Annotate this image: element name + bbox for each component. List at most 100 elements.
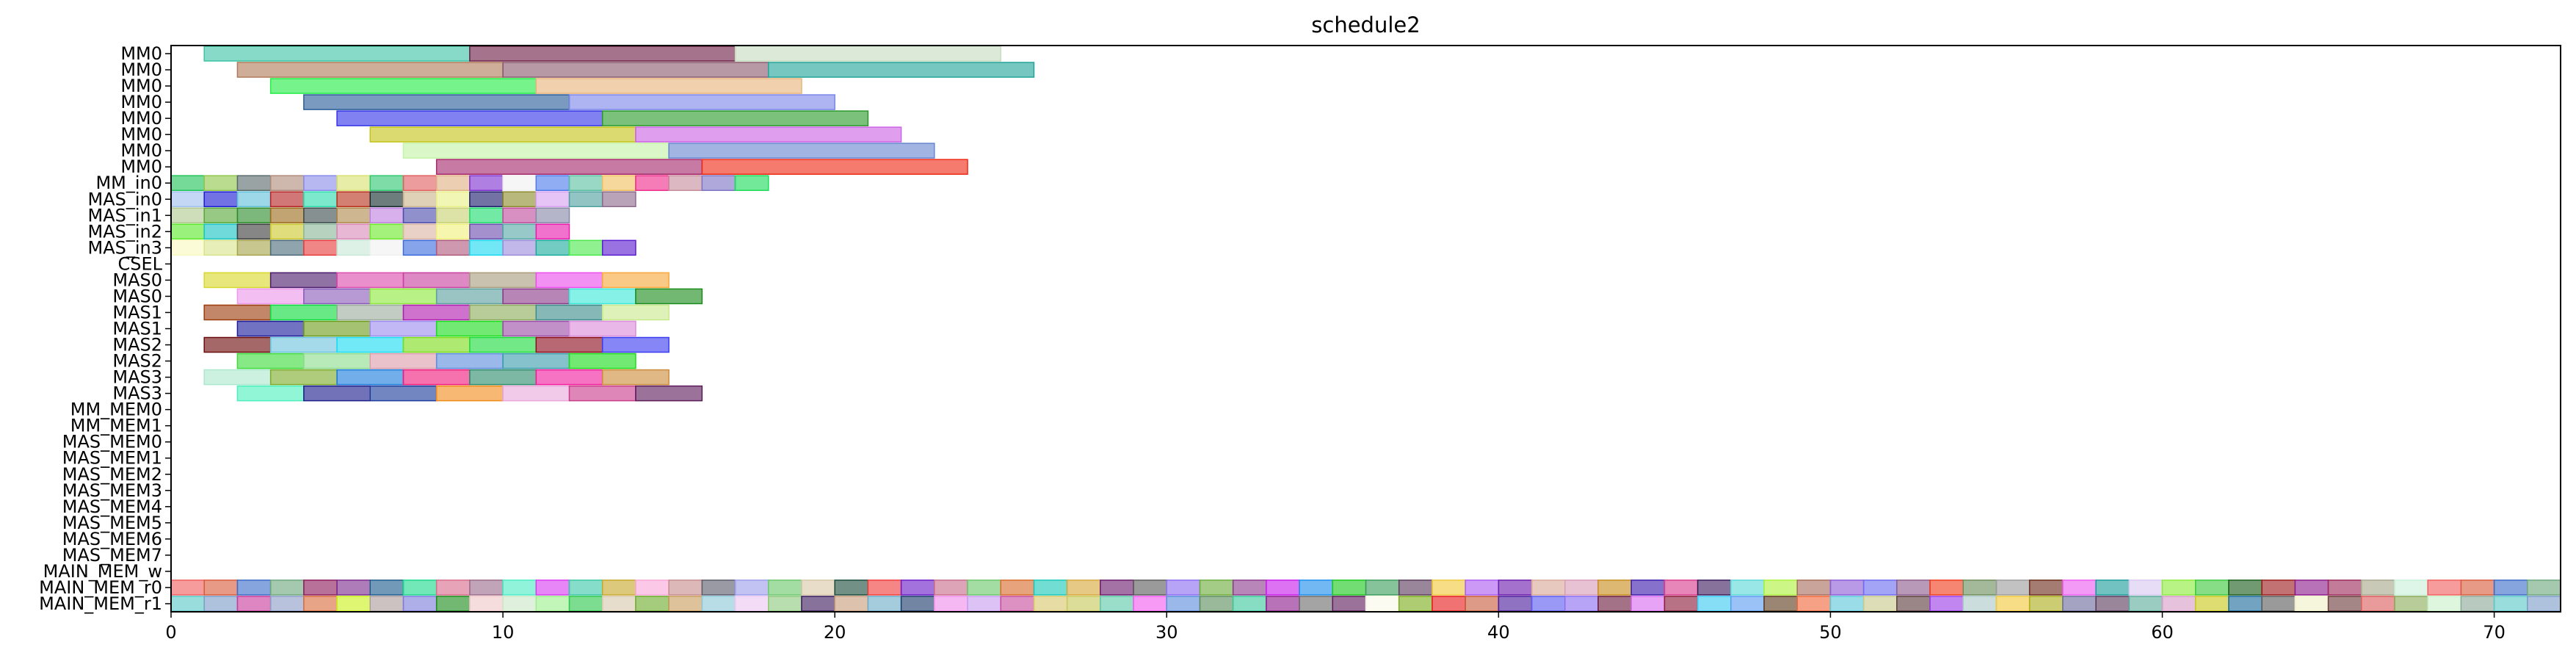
bar-segment-mas-in1-5 (336, 207, 371, 224)
bar-segment-mas0-1 (269, 272, 338, 289)
bar-segment-mas-in3-2 (236, 239, 272, 256)
bar-segment-main-mem-r1-40 (1498, 596, 1533, 612)
bar-segment-mas-in1-9 (469, 207, 504, 224)
bar-segment-main-mem-r0-63 (2261, 579, 2296, 596)
bar-segment-mas2-3 (435, 353, 504, 369)
bar-segment-mm0-0 (303, 94, 570, 110)
bar-segment-mas-in1-3 (269, 207, 305, 224)
bar-segment-mas2-0 (236, 353, 305, 369)
bar-segment-mas2-3 (402, 336, 471, 353)
bar-segment-main-mem-r0-2 (236, 579, 272, 596)
bar-segment-main-mem-r1-5 (336, 596, 371, 612)
bar-segment-mm0-0 (203, 46, 471, 62)
bar-segment-main-mem-r0-28 (1100, 579, 1134, 596)
y-tick-label: MAS_MEM6 (62, 529, 162, 549)
y-tick-label: MM0 (120, 76, 162, 96)
bar-segment-mas0-4 (502, 288, 570, 305)
bar-segment-main-mem-r1-46 (1697, 596, 1732, 612)
bar-segment-main-mem-r0-59 (2128, 579, 2163, 596)
bar-segment-main-mem-r0-8 (435, 579, 471, 596)
bar-segment-main-mem-r1-31 (1199, 596, 1234, 612)
bar-segment-mas2-4 (469, 336, 537, 353)
bar-segment-main-mem-r1-34 (1299, 596, 1334, 612)
bar-segment-main-mem-r0-56 (2028, 579, 2064, 596)
bar-segment-mas-in3-1 (203, 239, 239, 256)
bar-segment-main-mem-r0-18 (768, 579, 802, 596)
bar-segment-main-mem-r0-49 (1796, 579, 1832, 596)
bar-segment-mas-in1-7 (402, 207, 438, 224)
bar-segment-main-mem-r0-16 (701, 579, 736, 596)
bar-segment-mas3-3 (402, 369, 471, 386)
bar-segment-main-mem-r1-32 (1232, 596, 1267, 612)
bar-segment-main-mem-r1-20 (834, 596, 869, 612)
bar-segment-mas3-6 (601, 369, 670, 386)
bar-segment-main-mem-r1-49 (1796, 596, 1832, 612)
x-tick-label: 30 (1155, 622, 1178, 643)
bar-segment-main-mem-r0-42 (1564, 579, 1599, 596)
bar-segment-mas-in2-3 (269, 223, 305, 240)
bar-segment-mm0-0 (236, 62, 504, 78)
bar-segment-mas3-2 (336, 369, 404, 386)
y-tick-label: MM_in0 (95, 173, 162, 193)
x-tick-label: 50 (1819, 622, 1842, 643)
bar-segment-main-mem-r1-71 (2527, 596, 2561, 612)
bar-segment-mas-in2-9 (469, 223, 504, 240)
bar-segment-main-mem-r1-22 (900, 596, 935, 612)
bar-segment-mas2-2 (336, 336, 404, 353)
bar-segment-main-mem-r0-22 (900, 579, 935, 596)
y-tick-label: CSEL (117, 253, 162, 274)
bar-segment-main-mem-r0-25 (1000, 579, 1035, 596)
y-tick-label: MAS1 (112, 302, 162, 322)
bar-segment-main-mem-r1-55 (1995, 596, 2031, 612)
bar-segment-main-mem-r1-48 (1763, 596, 1798, 612)
bar-segment-main-mem-r0-39 (1465, 579, 1500, 596)
bar-segment-main-mem-r1-15 (668, 596, 703, 612)
bar-segment-mas-in3-4 (303, 239, 338, 256)
y-tick-label: MAS0 (112, 286, 162, 306)
bar-segment-main-mem-r0-23 (934, 579, 968, 596)
bar-segment-mas3-3 (435, 385, 504, 402)
bar-segment-mm-in0-8 (435, 175, 471, 192)
bar-segment-mas-in1-6 (369, 207, 404, 224)
bar-segment-mas-in0-0 (170, 191, 205, 208)
bar-segment-main-mem-r0-26 (1033, 579, 1068, 596)
bar-segment-mas-in3-3 (269, 239, 305, 256)
bar-segment-mas-in3-11 (535, 239, 570, 256)
bar-segment-main-mem-r1-64 (2294, 596, 2329, 612)
bar-segment-main-mem-r0-51 (1862, 579, 1898, 596)
bar-segment-main-mem-r1-58 (2095, 596, 2130, 612)
bar-segment-main-mem-r1-43 (1597, 596, 1632, 612)
bar-segment-main-mem-r1-11 (535, 596, 570, 612)
y-tick-label: MAS_MEM2 (62, 464, 162, 485)
x-tick-label: 20 (824, 622, 846, 643)
x-tick-label: 70 (2483, 622, 2506, 643)
bar-segment-main-mem-r1-50 (1829, 596, 1865, 612)
bar-segment-main-mem-r0-44 (1630, 579, 1666, 596)
bar-segment-main-mem-r0-60 (2161, 579, 2196, 596)
bar-segment-main-mem-r0-27 (1066, 579, 1101, 596)
x-tick-label: 60 (2151, 622, 2174, 643)
y-tick-label: MAS_in0 (87, 189, 162, 209)
bar-segment-main-mem-r0-3 (269, 579, 305, 596)
bar-segment-main-mem-r1-6 (369, 596, 404, 612)
bar-segment-mas0-2 (336, 272, 404, 289)
y-tick-label: MAS3 (112, 383, 162, 404)
bar-segment-mas3-0 (203, 369, 272, 386)
bar-segment-mas1-2 (369, 320, 438, 337)
bar-segment-mm0-0 (435, 159, 703, 175)
bar-segment-main-mem-r1-47 (1730, 596, 1765, 612)
bar-segment-main-mem-r0-6 (369, 579, 404, 596)
bar-segment-mas-in2-2 (236, 223, 272, 240)
bar-segment-mas1-4 (502, 320, 570, 337)
y-tick-label: MAS_MEM0 (62, 432, 162, 452)
bar-segment-main-mem-r0-14 (635, 579, 670, 596)
y-tick-label: MM_MEM1 (70, 416, 162, 436)
bar-segment-main-mem-r1-60 (2161, 596, 2196, 612)
bar-segment-main-mem-r1-69 (2460, 596, 2495, 612)
y-tick-label: MAS_MEM5 (62, 513, 162, 533)
bar-segment-mas-in0-5 (336, 191, 371, 208)
bar-segment-mas-in0-4 (303, 191, 338, 208)
bar-segment-main-mem-r0-50 (1829, 579, 1865, 596)
y-tick-label: MAS1 (112, 319, 162, 339)
bar-segment-mm-in0-11 (535, 175, 570, 192)
